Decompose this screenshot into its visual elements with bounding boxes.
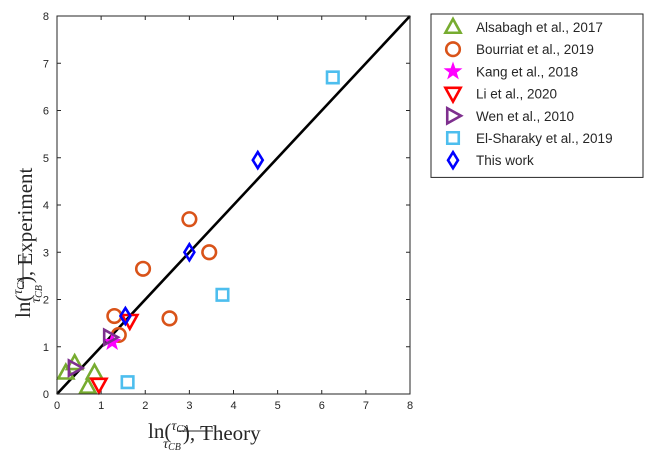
data-point: [325, 70, 340, 85]
data-point: [120, 375, 135, 390]
x-tick-label: 7: [363, 400, 369, 412]
legend-marker: [443, 61, 463, 80]
data-point: [118, 305, 132, 327]
y-axis-label: ln(τCAτCB), Experiment: [11, 167, 45, 318]
legend-label: Bourriat et al., 2019: [476, 42, 594, 57]
reference-line: [56, 15, 411, 395]
x-tick-label: 0: [54, 400, 60, 412]
y-tick-label: 5: [43, 153, 49, 165]
x-tick-label: 3: [186, 400, 192, 412]
y-tick-label: 4: [43, 200, 49, 212]
legend-marker: [443, 86, 463, 105]
x-tick-label: 1: [98, 400, 104, 412]
legend-label: Alsabagh et al., 2017: [476, 20, 603, 35]
y-tick-label: 1: [43, 342, 49, 354]
data-point: [251, 149, 265, 171]
data-point: [89, 377, 109, 396]
data-point: [102, 327, 121, 348]
data-point: [215, 287, 230, 302]
data-point: [134, 260, 152, 277]
data-point: [181, 211, 198, 228]
y-tick-label: 6: [43, 106, 49, 118]
data-point: [201, 244, 218, 261]
x-tick-label: 4: [230, 400, 236, 412]
legend-label: Kang et al., 2018: [476, 64, 578, 79]
legend-marker: [443, 16, 463, 35]
data-point: [182, 241, 196, 263]
x-axis-label: ln(τCA τCB), Theory: [148, 419, 261, 450]
legend-marker: [445, 130, 461, 146]
y-tick-label: 2: [43, 295, 49, 307]
x-tick-label: 8: [407, 400, 413, 412]
plot-area: 0 1 2 3 4 5 6 7 8 0 1 2 3 4 5 6 7 8 ln(τCA τCB), Theory ln(τ…: [11, 11, 413, 450]
data-point: [67, 358, 86, 378]
legend-marker: [444, 41, 462, 58]
legend-marker: [446, 149, 460, 171]
legend-label: Li et al., 2020: [476, 87, 557, 102]
y-tick-label: 8: [43, 11, 49, 23]
axes-box: [56, 15, 411, 395]
x-tick-label: 6: [319, 400, 325, 412]
x-tick-label: 2: [142, 400, 148, 412]
legend-marker: [445, 105, 464, 126]
legend-label: El-Sharaky et al., 2019: [476, 131, 613, 146]
legend-label: Wen et al., 2010: [476, 109, 574, 124]
data-point: [78, 376, 98, 394]
legend: Alsabagh et al., 2017 Bourriat et al., 20…: [430, 13, 644, 178]
y-tick-label: 0: [43, 389, 49, 401]
legend-box: [430, 13, 644, 178]
x-tick-label: 5: [275, 400, 281, 412]
data-point: [161, 310, 178, 327]
y-tick-label: 7: [43, 58, 49, 70]
y-axis-label-group: ln(τCAτCB), Experiment: [11, 167, 45, 318]
y-tick-label: 3: [43, 247, 49, 259]
legend-label: This work: [476, 153, 534, 168]
